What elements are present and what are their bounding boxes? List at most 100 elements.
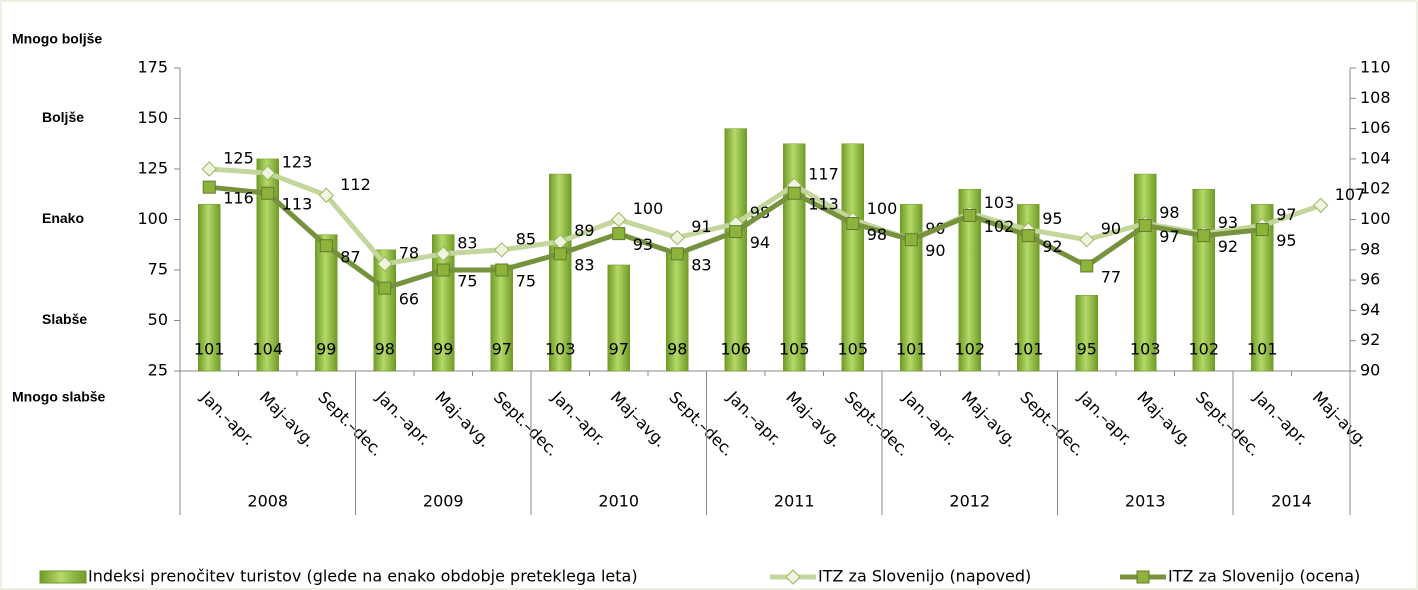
x-tick-label: Maj–avg.: [607, 388, 670, 451]
x-tick-label: Maj–avg.: [782, 388, 845, 451]
marker: [260, 165, 276, 181]
data-label: 99: [316, 340, 336, 359]
bar: [783, 143, 806, 372]
marker: [612, 227, 626, 241]
data-label: 101: [1013, 340, 1044, 359]
y-tick-label: 75: [148, 260, 168, 279]
bar: [1017, 204, 1040, 372]
marker: [202, 180, 216, 194]
y2-tick-label: 94: [1360, 300, 1380, 319]
data-label: 95: [1077, 340, 1097, 359]
data-label: 94: [750, 233, 770, 252]
legend-label: Indeksi prenočitev turistov (glede na en…: [88, 567, 638, 586]
y-tick-label: 25: [148, 361, 168, 380]
y2-tick-label: 110: [1360, 58, 1391, 77]
x-tick-label: Jan.–apr.: [548, 387, 610, 449]
data-label: 77: [1101, 267, 1121, 286]
marker: [435, 246, 451, 262]
data-label: 100: [867, 199, 898, 218]
x-tick-label: Jan.–apr.: [1074, 387, 1136, 449]
bar: [1251, 204, 1274, 372]
legend-label: ITZ za Slovenijo (napoved): [818, 567, 1031, 586]
group-label: 2009: [423, 492, 464, 511]
data-label: 89: [574, 221, 594, 240]
data-label: 104: [252, 340, 283, 359]
data-label: 66: [399, 290, 419, 309]
data-label: 87: [340, 247, 360, 266]
marker: [1255, 223, 1269, 237]
y2-tick-label: 106: [1360, 118, 1391, 137]
data-label: 98: [667, 340, 687, 359]
x-tick-label: Jan.–apr.: [723, 387, 785, 449]
data-label: 125: [223, 149, 254, 168]
data-label: 103: [984, 193, 1015, 212]
bar: [1075, 295, 1098, 372]
y2-tick-label: 102: [1360, 179, 1391, 198]
x-tick-label: Jan.–apr.: [372, 387, 434, 449]
bar: [198, 204, 221, 372]
data-label: 75: [516, 272, 536, 291]
data-label: 83: [574, 255, 594, 274]
y2-tick-label: 100: [1360, 209, 1391, 228]
y-tick-label: 100: [137, 209, 168, 228]
data-label: 102: [1188, 340, 1219, 359]
group-label: 2013: [1125, 492, 1166, 511]
x-tick-label: Maj–avg.: [958, 388, 1021, 451]
data-label: 85: [516, 229, 536, 248]
marker: [495, 263, 509, 277]
x-tick-label: Maj–avg.: [1133, 388, 1196, 451]
data-label: 123: [282, 153, 313, 172]
data-label: 106: [720, 340, 751, 359]
data-label: 113: [808, 195, 839, 214]
line: [209, 166, 1322, 267]
data-label: 103: [545, 340, 576, 359]
group-label: 2014: [1271, 492, 1312, 511]
data-label: 95: [1276, 231, 1296, 250]
data-label: 101: [194, 340, 225, 359]
data-label: 83: [457, 233, 477, 252]
data-label: 101: [896, 340, 927, 359]
group-label: 2010: [598, 492, 639, 511]
y2-tick-label: 104: [1360, 148, 1391, 167]
data-label: 83: [691, 255, 711, 274]
data-label: 98: [375, 340, 395, 359]
data-label: 91: [691, 217, 711, 236]
marker: [1021, 229, 1035, 243]
data-label: 97: [492, 340, 512, 359]
data-label: 97: [1159, 227, 1179, 246]
y2-tick-label: 90: [1360, 361, 1380, 380]
bar: [607, 264, 630, 372]
data-label: 117: [808, 165, 839, 184]
legend-swatch: [39, 570, 87, 584]
group-label: 2011: [774, 492, 815, 511]
marker: [904, 233, 918, 247]
group-label: 2012: [949, 492, 990, 511]
bar: [958, 188, 981, 372]
y-tick-label: 50: [148, 310, 168, 329]
y2-tick-label: 98: [1360, 239, 1380, 258]
marker: [729, 225, 743, 239]
data-label: 98: [1159, 203, 1179, 222]
data-label: 105: [837, 340, 868, 359]
data-label: 113: [282, 195, 313, 214]
data-label: 107: [1335, 185, 1366, 204]
data-label: 98: [867, 225, 887, 244]
group-label: 2008: [247, 492, 288, 511]
marker: [377, 256, 393, 272]
axis-annotation: Mnogo slabše: [12, 389, 106, 405]
bar: [549, 173, 572, 372]
bar: [373, 249, 396, 372]
marker: [436, 263, 450, 277]
marker: [669, 229, 685, 246]
data-label: 116: [223, 189, 254, 208]
y2-tick-label: 92: [1360, 330, 1380, 349]
data-label: 101: [1247, 340, 1278, 359]
marker: [670, 247, 684, 261]
data-label: 78: [399, 243, 419, 262]
marker: [846, 217, 860, 231]
legend-marker: [785, 569, 801, 585]
bar: [724, 128, 747, 372]
x-tick-label: Maj–avg.: [1309, 388, 1372, 451]
data-label: 103: [1130, 340, 1161, 359]
